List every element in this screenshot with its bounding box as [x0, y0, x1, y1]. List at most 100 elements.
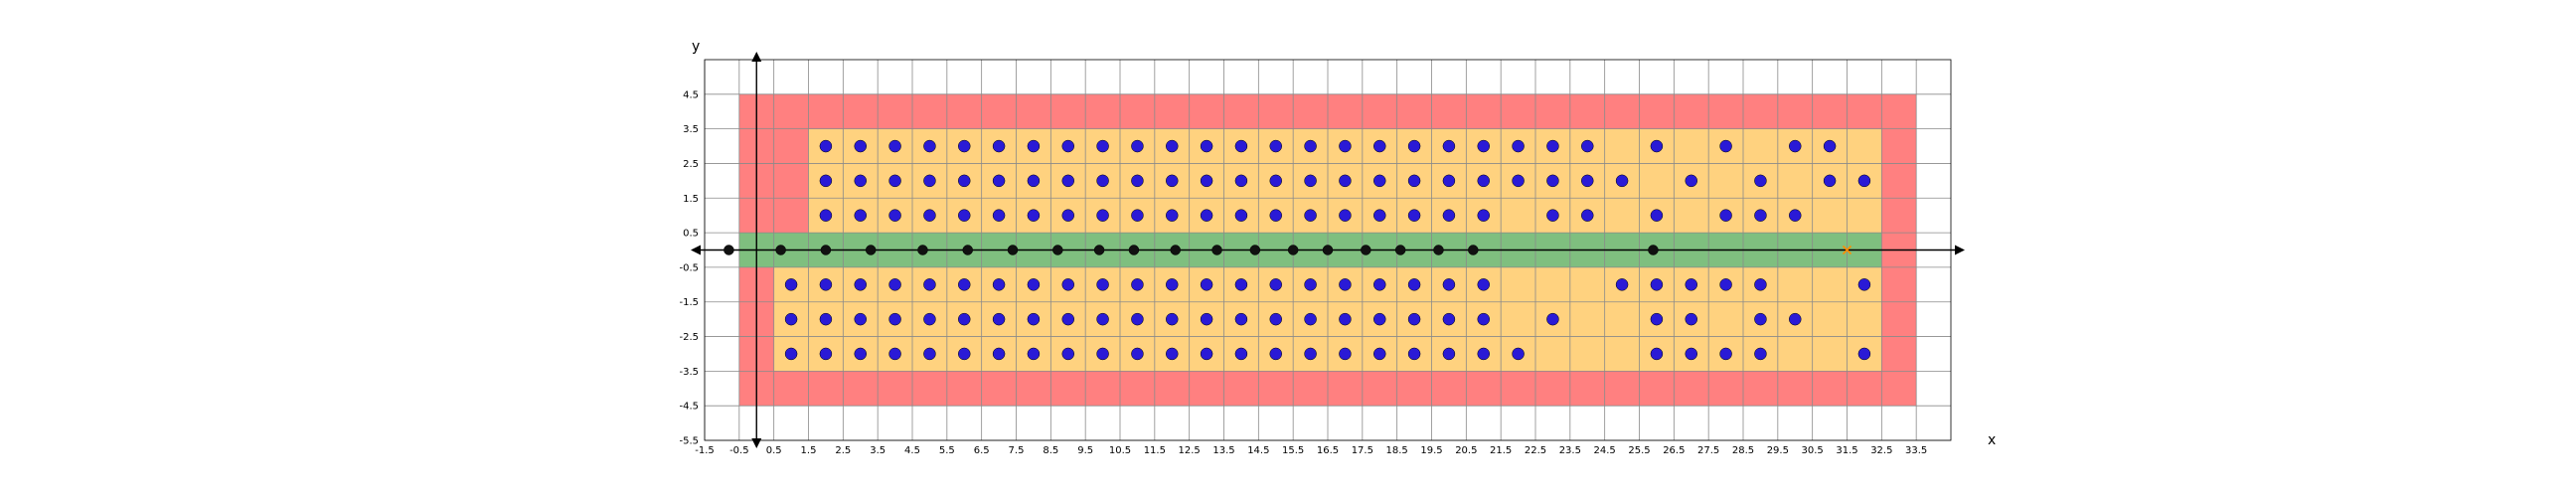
data-point-blue	[1096, 139, 1109, 153]
data-point-blue	[1234, 174, 1248, 188]
data-point-black	[1128, 245, 1140, 255]
data-point-blue	[1442, 139, 1456, 153]
data-point-blue	[1339, 139, 1352, 153]
data-point-blue	[1754, 312, 1767, 326]
data-point-blue	[1685, 278, 1697, 291]
data-point-blue	[923, 174, 936, 188]
data-point-blue	[1061, 174, 1074, 188]
data-point-blue	[1407, 312, 1421, 326]
data-point-blue	[1719, 139, 1732, 153]
data-point-black	[1211, 245, 1222, 255]
data-point-blue	[958, 209, 971, 222]
x-tick-label: 15.5	[1282, 445, 1304, 456]
data-point-blue	[1719, 347, 1732, 361]
data-point-black	[962, 245, 973, 255]
data-point-black	[917, 245, 928, 255]
data-point-blue	[1685, 347, 1697, 361]
x-tick-label: 23.5	[1559, 445, 1581, 456]
data-point-blue	[1477, 174, 1490, 188]
data-point-blue	[1339, 347, 1352, 361]
data-point-blue	[1546, 139, 1559, 153]
y-tick-label: -2.5	[679, 332, 699, 343]
data-point-black	[820, 245, 832, 255]
data-point-blue	[1061, 139, 1074, 153]
data-point-blue	[1339, 174, 1352, 188]
data-point-blue	[1407, 209, 1421, 222]
data-point-blue	[819, 139, 833, 153]
data-point-blue	[888, 139, 901, 153]
data-point-blue	[958, 278, 971, 291]
data-point-blue	[854, 209, 867, 222]
data-point-blue	[819, 312, 833, 326]
data-point-blue	[1061, 278, 1074, 291]
data-point-blue	[958, 174, 971, 188]
data-point-blue	[1719, 209, 1732, 222]
x-tick-label: 14.5	[1247, 445, 1269, 456]
x-tick-label: 3.5	[870, 445, 886, 456]
data-point-blue	[854, 278, 867, 291]
x-tick-label: 22.5	[1525, 445, 1546, 456]
data-point-blue	[1096, 347, 1109, 361]
data-point-blue	[1200, 347, 1213, 361]
data-point-blue	[1166, 278, 1179, 291]
data-point-blue	[1027, 278, 1041, 291]
data-point-blue	[1754, 209, 1767, 222]
data-point-blue	[1200, 174, 1213, 188]
data-point-blue	[1442, 278, 1456, 291]
data-point-blue	[1546, 312, 1559, 326]
data-point-blue	[1373, 312, 1386, 326]
x-tick-label: 30.5	[1802, 445, 1824, 456]
data-point-black	[1322, 245, 1334, 255]
data-point-blue	[992, 209, 1006, 222]
x-axis-label: x	[1988, 432, 1996, 448]
data-point-blue	[992, 139, 1006, 153]
data-point-blue	[1857, 347, 1871, 361]
data-point-blue	[1823, 139, 1837, 153]
data-point-blue	[958, 312, 971, 326]
data-point-blue	[1234, 139, 1248, 153]
data-point-blue	[923, 278, 936, 291]
data-point-blue	[888, 174, 901, 188]
x-tick-label: 17.5	[1352, 445, 1373, 456]
data-point-blue	[1373, 209, 1386, 222]
x-tick-label: 27.5	[1697, 445, 1719, 456]
x-tick-label: 12.5	[1179, 445, 1201, 456]
data-point-blue	[1200, 312, 1213, 326]
marker-x	[1842, 245, 1852, 255]
data-point-blue	[854, 139, 867, 153]
data-point-blue	[1857, 174, 1871, 188]
y-tick-label: 4.5	[683, 89, 699, 100]
y-axis-arrow-down	[751, 438, 762, 448]
data-point-blue	[1096, 174, 1109, 188]
data-point-blue	[1789, 139, 1802, 153]
data-point-blue	[1304, 347, 1317, 361]
y-axis-label: y	[692, 39, 700, 55]
x-tick-label: 20.5	[1455, 445, 1477, 456]
data-point-blue	[958, 139, 971, 153]
data-point-blue	[1512, 347, 1525, 361]
data-point-black	[1170, 245, 1181, 255]
marker-x-stroke	[1842, 245, 1852, 255]
x-tick-label: 9.5	[1077, 445, 1093, 456]
data-point-blue	[1407, 139, 1421, 153]
data-point-black	[1287, 245, 1299, 255]
data-point-blue	[1304, 209, 1317, 222]
data-point-blue	[1685, 312, 1697, 326]
data-point-blue	[1477, 347, 1490, 361]
data-point-blue	[1304, 312, 1317, 326]
x-tick-label: 24.5	[1594, 445, 1616, 456]
data-point-blue	[1581, 139, 1594, 153]
data-point-blue	[888, 209, 901, 222]
data-point-blue	[1650, 347, 1664, 361]
data-point-blue	[1131, 174, 1144, 188]
data-point-blue	[1754, 278, 1767, 291]
x-tick-label: 1.5	[801, 445, 817, 456]
data-point-blue	[1131, 139, 1144, 153]
x-tick-label: 31.5	[1836, 445, 1857, 456]
x-tick-label: 11.5	[1144, 445, 1166, 456]
data-point-black	[1052, 245, 1063, 255]
data-point-blue	[1234, 347, 1248, 361]
data-point-blue	[1754, 174, 1767, 188]
x-tick-label: 5.5	[939, 445, 955, 456]
data-point-blue	[888, 347, 901, 361]
